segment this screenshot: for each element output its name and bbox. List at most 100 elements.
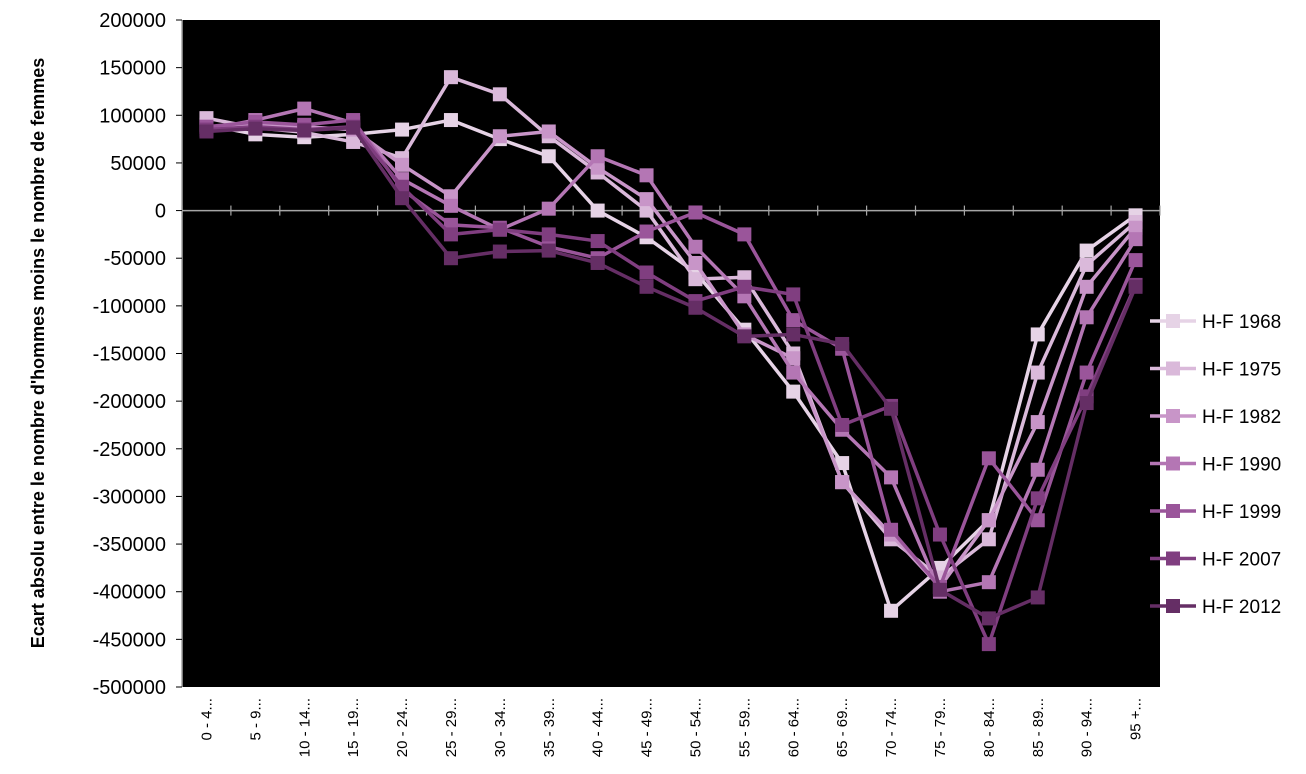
y-tick-label: -100000 — [93, 296, 166, 318]
data-point-marker — [688, 255, 703, 270]
data-point-marker — [395, 191, 410, 206]
legend: H-F 1968 H-F 1975 H-F 1982 H-F 1990 H-F 1999… — [1150, 312, 1281, 618]
data-point-marker — [884, 470, 899, 485]
data-point-marker — [981, 532, 996, 547]
y-tick-label: -250000 — [93, 439, 166, 461]
x-tick-label: 85 - 89... — [1030, 698, 1047, 757]
data-point-marker — [541, 149, 556, 164]
y-axis-label: Ecart absolu entre le nombre d'hommes mo… — [28, 58, 48, 648]
data-point-marker — [1079, 279, 1094, 294]
data-point-marker — [541, 243, 556, 258]
data-point-marker — [981, 637, 996, 652]
data-point-marker — [346, 120, 361, 135]
data-point-marker — [786, 351, 801, 366]
series-line — [206, 75, 1137, 580]
data-point-marker — [443, 198, 458, 213]
legend-item: H-F 1968 — [1150, 312, 1281, 333]
legend-marker — [1166, 456, 1180, 471]
data-point-marker — [1128, 220, 1143, 235]
x-tick-label: 5 - 9... — [247, 698, 264, 741]
legend-item: H-F 1999 — [1150, 502, 1281, 523]
data-point-marker — [932, 582, 947, 597]
data-point-marker — [443, 251, 458, 266]
data-point-marker — [981, 611, 996, 626]
y-tick-label: -150000 — [93, 344, 166, 366]
data-point-marker — [884, 603, 899, 618]
data-point-marker — [248, 121, 263, 136]
data-point-marker — [981, 575, 996, 590]
y-tick-label: -350000 — [93, 534, 166, 556]
data-point-marker — [395, 122, 410, 137]
legend-item: H-F 1990 — [1150, 455, 1281, 476]
legend-label: H-F 1990 — [1202, 455, 1281, 476]
data-point-marker — [688, 205, 703, 220]
legend-label: H-F 1982 — [1202, 407, 1281, 428]
series-layer — [199, 70, 1143, 652]
series-line — [206, 118, 1138, 589]
x-tick-label: 75 - 79... — [932, 698, 949, 757]
y-tick-label: -450000 — [93, 629, 166, 651]
data-point-marker — [639, 265, 654, 280]
legend-marker — [1166, 409, 1180, 423]
data-point-marker — [688, 272, 703, 287]
x-tick-label: 55 - 59... — [736, 698, 753, 757]
data-point-marker — [590, 234, 605, 249]
data-point-marker — [1079, 257, 1094, 272]
data-point-marker — [1030, 462, 1045, 477]
y-tick-label: -50000 — [104, 248, 166, 270]
x-tick-label: 0 - 4... — [198, 698, 215, 741]
legend-item: H-F 1982 — [1150, 407, 1281, 428]
data-point-marker — [443, 227, 458, 242]
y-tick-label: 200000 — [99, 10, 166, 32]
data-point-marker — [835, 456, 850, 471]
data-point-marker — [786, 313, 801, 328]
legend-item: H-F 1975 — [1150, 360, 1281, 381]
legend-label: H-F 1975 — [1202, 360, 1281, 381]
tick-labels: 200000 150000 100000 50000 0 -50000 -100000 -15… — [93, 10, 1145, 757]
data-point-marker — [786, 365, 801, 380]
x-tick-label: 40 - 44... — [590, 698, 607, 757]
legend-label: H-F 2007 — [1202, 550, 1281, 571]
y-tick-label: 0 — [155, 201, 166, 223]
legend-label: H-F 1968 — [1202, 312, 1281, 333]
data-point-marker — [492, 129, 507, 144]
x-tick-label: 95 +... — [1128, 698, 1145, 740]
data-point-marker — [297, 123, 312, 138]
data-point-marker — [786, 384, 801, 399]
legend-label: H-F 2012 — [1202, 597, 1281, 618]
data-point-marker — [395, 157, 410, 172]
legend-item: H-F 2012 — [1150, 597, 1281, 618]
x-tick-label: 25 - 29... — [443, 698, 460, 757]
data-point-marker — [1079, 396, 1094, 411]
x-tick-label: 45 - 49... — [639, 698, 656, 757]
data-point-marker — [1030, 491, 1045, 506]
legend-marker — [1166, 504, 1180, 518]
data-point-marker — [737, 329, 752, 344]
y-tick-label: 100000 — [99, 105, 166, 127]
data-point-marker — [541, 227, 556, 242]
data-point-marker — [297, 101, 312, 116]
x-tick-label: 80 - 84... — [981, 698, 998, 757]
data-point-marker — [639, 279, 654, 294]
data-point-marker — [1030, 365, 1045, 380]
data-point-marker — [1128, 232, 1143, 247]
x-tick-label: 30 - 34... — [492, 698, 509, 757]
data-point-marker — [786, 287, 801, 302]
y-tick-label: -500000 — [93, 677, 166, 699]
data-point-marker — [835, 475, 850, 490]
data-point-marker — [1079, 365, 1094, 380]
data-point-marker — [884, 401, 899, 416]
legend-marker — [1166, 551, 1180, 566]
data-point-marker — [346, 134, 361, 149]
data-point-marker — [1128, 279, 1143, 294]
data-point-marker — [541, 201, 556, 216]
data-point-marker — [1079, 243, 1094, 258]
data-point-marker — [1079, 310, 1094, 325]
data-point-marker — [443, 70, 458, 85]
data-point-marker — [443, 113, 458, 128]
series-line — [206, 125, 1138, 621]
data-point-marker — [1030, 513, 1045, 528]
legend-label: H-F 1999 — [1202, 502, 1281, 523]
